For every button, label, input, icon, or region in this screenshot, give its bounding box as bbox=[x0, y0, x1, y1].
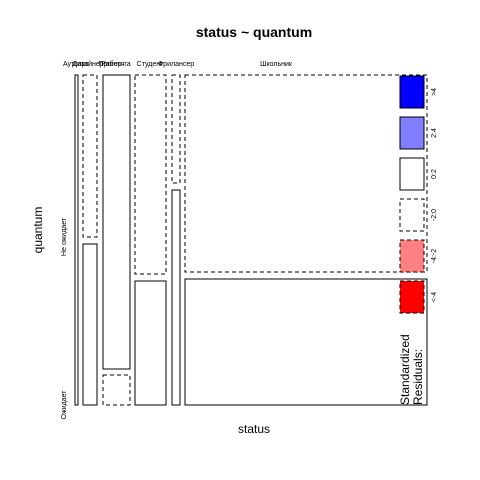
legend: >4 2:4 0:2 -2:0 -4:-2 <-4 Standardized R… bbox=[398, 75, 438, 405]
tile-freelancer-waiting bbox=[171, 189, 181, 406]
tile-student-waiting bbox=[134, 280, 167, 406]
col-label-schoolboy: Школьник bbox=[260, 61, 293, 68]
legend-swatch-0-2 bbox=[399, 157, 425, 191]
legend-label-2-4: 2:4 bbox=[431, 128, 438, 138]
tile-worker-not-waiting bbox=[102, 74, 131, 370]
x-axis-label: status bbox=[238, 422, 270, 436]
legend-label-m4-m2: -4:-2 bbox=[431, 249, 438, 264]
tile-worker-waiting bbox=[102, 374, 131, 406]
legend-title-line2: Residuals: bbox=[411, 349, 425, 405]
tile-schoolboy-waiting bbox=[184, 278, 428, 406]
tile-designer-waiting bbox=[82, 243, 98, 406]
legend-swatch-2-4 bbox=[399, 116, 425, 150]
col-label-freelancer: Фрилансер bbox=[158, 61, 194, 68]
legend-title-line1: Standardized bbox=[398, 334, 412, 405]
tile-designer-not-waiting bbox=[82, 74, 98, 238]
col-label-worker: Работяга bbox=[101, 60, 130, 68]
legend-swatch-m2-0 bbox=[399, 198, 425, 232]
row-label-not-waiting: Не ожидает bbox=[61, 217, 68, 256]
chart-title: status ~ quantum bbox=[196, 24, 312, 40]
legend-label-m2-0: -2:0 bbox=[431, 209, 438, 221]
tile-schoolboy-not-waiting bbox=[184, 74, 428, 273]
tile-outsource-waiting bbox=[74, 74, 79, 406]
col-label-outsource: Аутсорс bbox=[63, 61, 90, 68]
legend-swatch-gt4 bbox=[399, 75, 425, 109]
col-label-proger: Прогер bbox=[98, 61, 121, 68]
legend-swatch-m4-m2 bbox=[399, 239, 425, 273]
legend-label-0-2: 0:2 bbox=[431, 169, 438, 179]
legend-swatch-lt-m4 bbox=[399, 280, 425, 314]
col-label-designer: Дизайнер bbox=[72, 60, 103, 68]
col-label-student: Студент bbox=[137, 61, 164, 68]
mosaic-tiles bbox=[74, 74, 428, 406]
tile-student-not-waiting bbox=[134, 74, 167, 275]
legend-label-lt-m4: <-4 bbox=[431, 292, 438, 302]
tile-freelancer-not-waiting bbox=[171, 74, 181, 184]
row-label-waiting: Ожидает bbox=[61, 390, 68, 420]
legend-label-gt4: >4 bbox=[431, 88, 438, 96]
y-axis-label: quantum bbox=[31, 207, 45, 254]
